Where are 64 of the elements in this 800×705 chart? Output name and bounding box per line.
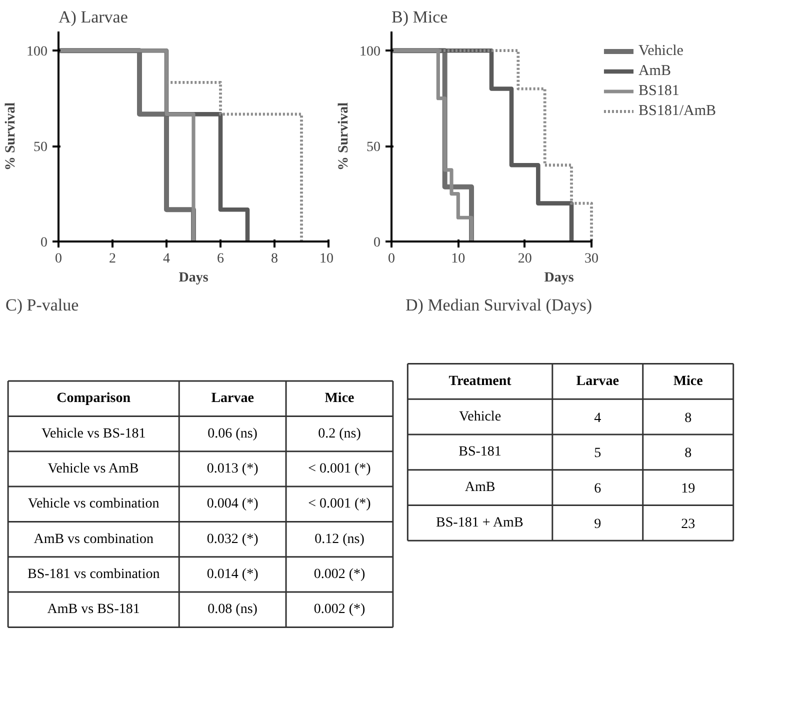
x-axis-title: Days (544, 270, 574, 286)
y-tick-label: 0 (374, 236, 380, 250)
text: 0.002 (*) (314, 566, 366, 582)
x-tick-label: 8 (271, 252, 278, 266)
text: 0.12 (ns) (314, 532, 364, 547)
chart-title: A) Larvae (58, 8, 128, 26)
text: Vehicle vs AmB (48, 461, 139, 476)
text: Vehicle vs combination (28, 496, 160, 512)
text: 0.002 (*) (314, 602, 366, 618)
x-axis-title: Days (178, 270, 209, 286)
text: Vehicle (459, 409, 502, 424)
text: 0.004 (*) (206, 496, 258, 512)
text: Vehicle vs BS-181 (41, 426, 146, 442)
y-axis-title: % Survival (336, 102, 352, 171)
text: AmB vs combination (34, 532, 154, 547)
category-label: Larvae (211, 391, 254, 406)
x-tick-label: 10 (320, 252, 334, 266)
y-tick-label: 0 (40, 236, 48, 250)
category-label: Treatment (448, 374, 512, 389)
y-tick-label: 50 (366, 140, 380, 156)
text: 0.06 (ns) (208, 426, 258, 442)
y-tick-label: 50 (34, 140, 48, 156)
text: 8 (684, 446, 692, 462)
legend-label: BS181 (638, 82, 680, 100)
text: 0.013 (*) (206, 461, 258, 476)
text: 23 (681, 516, 696, 532)
text: AmB vs BS-181 (47, 602, 140, 618)
text: C) P-value (6, 296, 79, 314)
x-tick-label: 6 (217, 252, 224, 266)
category-label: Mice (324, 391, 354, 406)
text: AmB (464, 480, 496, 496)
y-tick-label: 100 (360, 44, 380, 60)
text: BS-181 vs combination (27, 566, 160, 582)
text: 19 (681, 482, 696, 497)
x-tick-label: 30 (584, 252, 598, 266)
x-tick-label: 10 (451, 252, 466, 266)
y-axis-title: % Survival (4, 102, 18, 171)
legend-label: BS181/AmB (638, 102, 716, 120)
text: 0.2 (ns) (318, 426, 361, 442)
text: 4 (594, 410, 602, 426)
text: < 0.001 (*) (308, 496, 371, 512)
text: BS-181 + AmB (436, 515, 524, 530)
text: 0.08 (ns) (208, 602, 258, 618)
category-label: Larvae (576, 374, 620, 389)
text: 5 (594, 446, 602, 462)
category-label: Mice (673, 374, 703, 389)
legend-label: Vehicle (638, 42, 684, 60)
text: 6 (594, 482, 602, 497)
x-tick-label: 2 (109, 252, 116, 266)
legend-label: AmB (638, 62, 671, 80)
x-tick-label: 0 (55, 252, 62, 266)
x-tick-label: 20 (518, 252, 532, 266)
text: 8 (684, 410, 692, 426)
text: 0.014 (*) (206, 566, 258, 582)
x-tick-label: 0 (388, 252, 395, 266)
text: 0.032 (*) (206, 532, 258, 547)
category-label: Comparison (56, 391, 131, 406)
text: BS-181 (458, 444, 502, 460)
text: D) Median Survival (Days) (406, 296, 592, 314)
y-tick-label: 100 (26, 44, 48, 60)
text: 9 (594, 516, 602, 532)
x-tick-label: 4 (163, 252, 170, 266)
chart-title: B) Mice (392, 8, 448, 26)
text: < 0.001 (*) (308, 461, 371, 476)
